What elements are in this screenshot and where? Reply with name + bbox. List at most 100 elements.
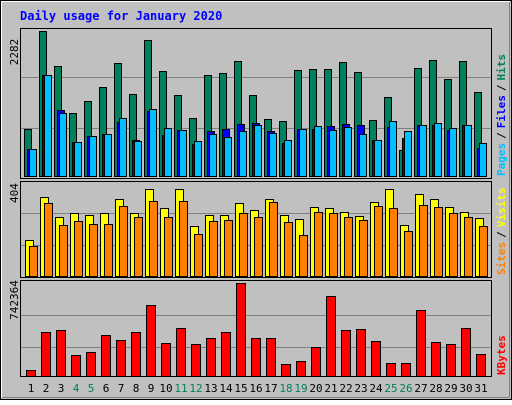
day-label: 17 [264, 382, 277, 395]
kbytes-bar [41, 332, 51, 377]
pages-bar [89, 136, 97, 177]
pages-bar [404, 131, 412, 177]
day-label: 2 [43, 382, 50, 395]
sites-bar [149, 201, 158, 277]
kbytes-bar [371, 341, 381, 377]
day-label: 20 [309, 382, 322, 395]
kbytes-bar [236, 283, 246, 377]
sites-bar [74, 221, 83, 277]
sites-bar [449, 213, 458, 277]
pages-bar [254, 125, 262, 177]
sites-bar [404, 231, 413, 277]
sites-bar [314, 212, 323, 277]
pages-bar [269, 133, 277, 177]
day-label: 15 [234, 382, 247, 395]
sites-bar [44, 203, 53, 277]
pages-bar [479, 143, 487, 177]
kbytes-bar [116, 340, 126, 377]
pages-bar [434, 123, 442, 177]
legend-separator-3: / [495, 231, 508, 238]
sites-bar [179, 201, 188, 277]
pages-bar [104, 134, 112, 177]
sites-bar [239, 213, 248, 277]
sites-bar [464, 217, 473, 277]
legend-kbytes: KBytes [495, 335, 508, 375]
kbytes-bar [311, 347, 321, 377]
sites-bar [479, 226, 488, 277]
day-label: 6 [103, 382, 110, 395]
pages-bar [239, 131, 247, 177]
day-label: 26 [399, 382, 412, 395]
svg-text:Sites/Visits: Sites / Visits [495, 188, 508, 276]
legend-visits: Visits [495, 188, 508, 228]
pages-bar [329, 130, 337, 177]
sites-bar [344, 217, 353, 277]
day-label: 11 [174, 382, 187, 395]
kbytes-bar [461, 328, 471, 377]
sites-bar [434, 207, 443, 277]
kbytes-bar [266, 338, 276, 377]
day-label: 19 [294, 382, 307, 395]
sites-bar [329, 213, 338, 277]
kbytes-bar [86, 352, 96, 377]
day-label: 28 [429, 382, 442, 395]
pages-bar [179, 130, 187, 177]
day-label: 16 [249, 382, 262, 395]
sites-bar [419, 205, 428, 277]
kbytes-bar [161, 343, 171, 377]
day-label: 8 [133, 382, 140, 395]
pages-bar [59, 113, 67, 177]
pages-bar [464, 125, 472, 177]
kbytes-bar [71, 355, 81, 377]
sites-bar [254, 217, 263, 277]
visitors-max-label: 404 [8, 183, 21, 203]
svg-text:KBytes: KBytes [495, 335, 508, 375]
kbytes-bar [146, 305, 156, 377]
day-label: 18 [279, 382, 292, 395]
sites-bar [104, 224, 113, 277]
day-label: 1 [28, 382, 35, 395]
pages-bar [389, 121, 397, 177]
pages-bar [194, 141, 202, 177]
day-label: 12 [189, 382, 202, 395]
day-label: 21 [324, 382, 337, 395]
pages-bar [44, 75, 52, 177]
sites-bar [59, 225, 68, 277]
pages-bar [374, 140, 382, 177]
day-label: 22 [339, 382, 352, 395]
sites-bar [209, 221, 218, 277]
pages-bar [299, 129, 307, 177]
legend-separator-1: / [495, 132, 508, 139]
day-label: 7 [118, 382, 125, 395]
sites-bar [119, 206, 128, 277]
sites-bar [194, 234, 203, 277]
kbytes-bar [56, 330, 66, 377]
kbytes-bar [476, 354, 486, 377]
kbytes-bar [446, 344, 456, 377]
day-label: 5 [88, 382, 95, 395]
pages-bar [224, 137, 232, 177]
pages-bar [74, 142, 82, 177]
day-label: 23 [354, 382, 367, 395]
day-label: 4 [73, 382, 80, 395]
sites-bar [224, 220, 233, 277]
day-label: 13 [204, 382, 217, 395]
day-label: 25 [384, 382, 397, 395]
kbytes-bar [326, 296, 336, 377]
sites-bar [374, 206, 383, 277]
day-label: 14 [219, 382, 233, 395]
day-label: 30 [459, 382, 472, 395]
kbytes-bar [101, 335, 111, 377]
kbytes-bar [281, 364, 291, 377]
sites-bar [134, 217, 143, 277]
legend-files: Files [495, 95, 508, 128]
sites-bar [29, 246, 38, 277]
legend-sites: Sites [495, 242, 508, 275]
kbytes-bar [296, 361, 306, 377]
day-label: 3 [58, 382, 65, 395]
pages-bar [359, 134, 367, 177]
kbytes-bar [26, 370, 36, 377]
kbytes-bar [131, 332, 141, 377]
kbytes-bar [386, 363, 396, 377]
